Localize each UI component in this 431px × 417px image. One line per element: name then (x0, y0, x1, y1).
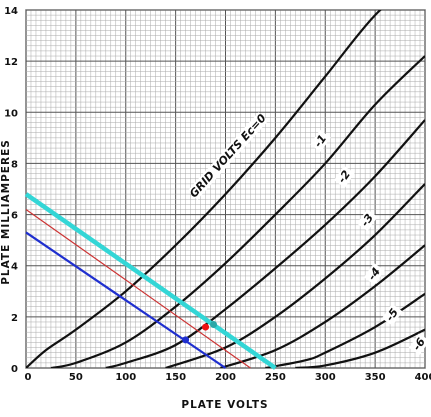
curve-label-bg (333, 165, 355, 188)
curve-label-bg (356, 209, 378, 232)
x-tick-label: 400 (415, 372, 431, 383)
operating-point (210, 321, 218, 329)
y-tick-label: 6 (11, 211, 18, 222)
y-tick-label: 4 (11, 262, 18, 273)
load-lines (24, 192, 277, 370)
x-tick-label: 300 (315, 372, 336, 383)
x-tick-label: 350 (365, 372, 386, 383)
grid-curve-minus-2 (105, 119, 425, 368)
curve-label-bg (310, 130, 331, 152)
operating-point (182, 336, 190, 344)
x-tick-label: 150 (165, 372, 186, 383)
curve-label: -1 (312, 132, 330, 149)
load-line (24, 192, 277, 370)
y-tick-label: 8 (11, 159, 18, 170)
curve-label-bg (381, 303, 403, 326)
grid-curve-0 (26, 10, 382, 368)
grid-curve-minus-1 (50, 55, 425, 368)
y-axis-title: PLATE MILLIAMPERES (0, 139, 12, 285)
x-tick-label: 50 (69, 372, 83, 383)
y-tick-label: 10 (4, 108, 18, 119)
load-line (25, 208, 251, 369)
x-tick-label: 200 (215, 372, 236, 383)
x-tick-label: 100 (115, 372, 136, 383)
y-tick-label: 14 (4, 6, 18, 17)
axes: 0 50 100 150 200 250 300 350 400 0 2 4 6 8 10 12 14 (4, 6, 431, 383)
operating-points (182, 321, 218, 344)
y-tick-label: 12 (4, 57, 18, 68)
operating-point (202, 323, 210, 331)
curve-label-bg (187, 112, 269, 200)
grid-curve-minus-6 (295, 328, 425, 368)
x-axis-title: PLATE VOLTS (181, 399, 268, 411)
x-tick-label: 250 (265, 372, 286, 383)
y-tick-label: 0 (11, 364, 18, 375)
grid (25, 9, 426, 369)
y-tick-label: 2 (11, 313, 18, 324)
x-tick-label: 0 (25, 372, 32, 383)
load-line (25, 231, 227, 369)
curve-label: -4 (365, 265, 383, 282)
curve-label-bg (363, 262, 385, 285)
curve-label-bg (408, 333, 430, 356)
